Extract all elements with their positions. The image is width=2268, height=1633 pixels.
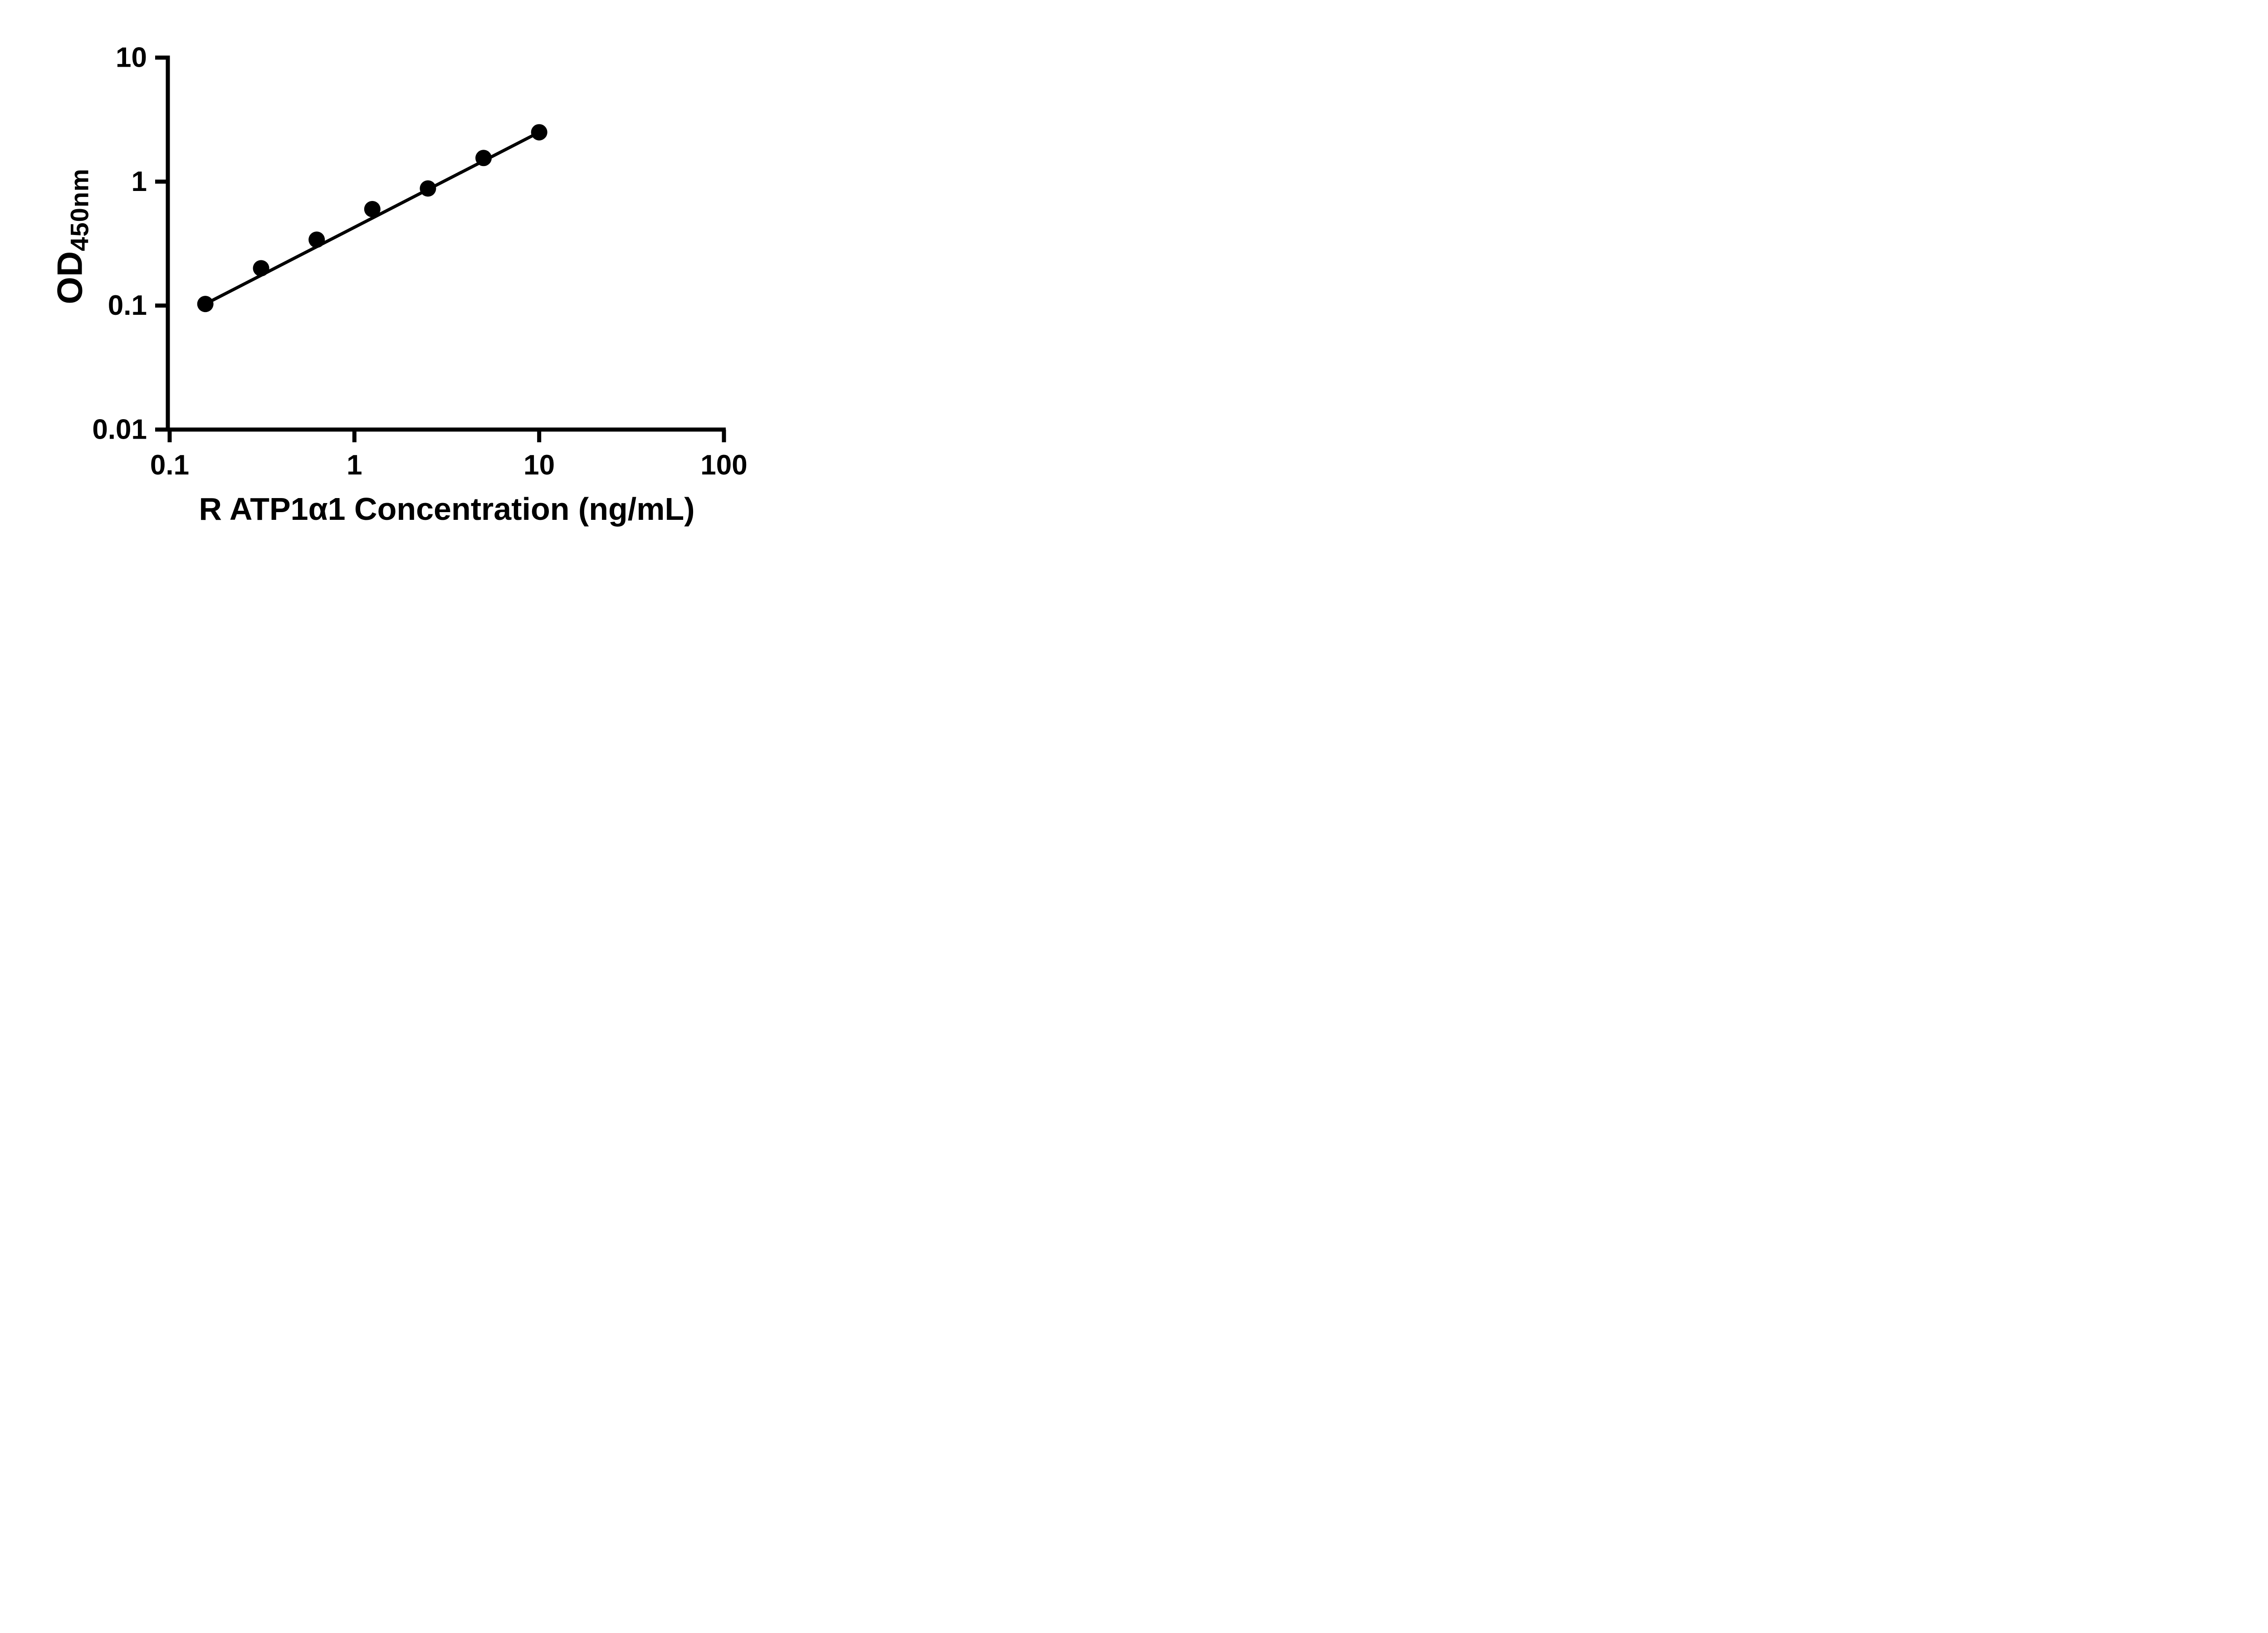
y-axis-title: OD450nm	[49, 168, 94, 304]
y-tick-label: 10	[116, 42, 147, 73]
y-tick-label: 0.1	[108, 290, 147, 321]
x-tick-label: 100	[700, 450, 747, 481]
y-tick-label: 0.01	[92, 414, 147, 445]
data-point	[420, 180, 436, 197]
data-point	[253, 260, 269, 277]
data-point	[475, 150, 492, 166]
y-axis-title-main: OD	[49, 251, 90, 304]
data-point	[531, 124, 547, 141]
data-point	[197, 296, 214, 313]
y-tick-label: 1	[132, 166, 147, 197]
x-axis-title: R ATP1α1 Concentration (ng/mL)	[199, 491, 695, 527]
data-point	[364, 200, 381, 217]
elisa-standard-curve-chart: 0.1 1 10 100 0.01 0.1 1 10 R ATP1α1 Concentrati…	[18, 7, 796, 552]
x-tick-label: 10	[523, 450, 555, 481]
x-tick-label: 1	[347, 450, 362, 481]
data-point	[308, 231, 325, 248]
y-axis-title-sub: 450nm	[65, 168, 94, 251]
x-tick-label: 0.1	[150, 450, 189, 481]
